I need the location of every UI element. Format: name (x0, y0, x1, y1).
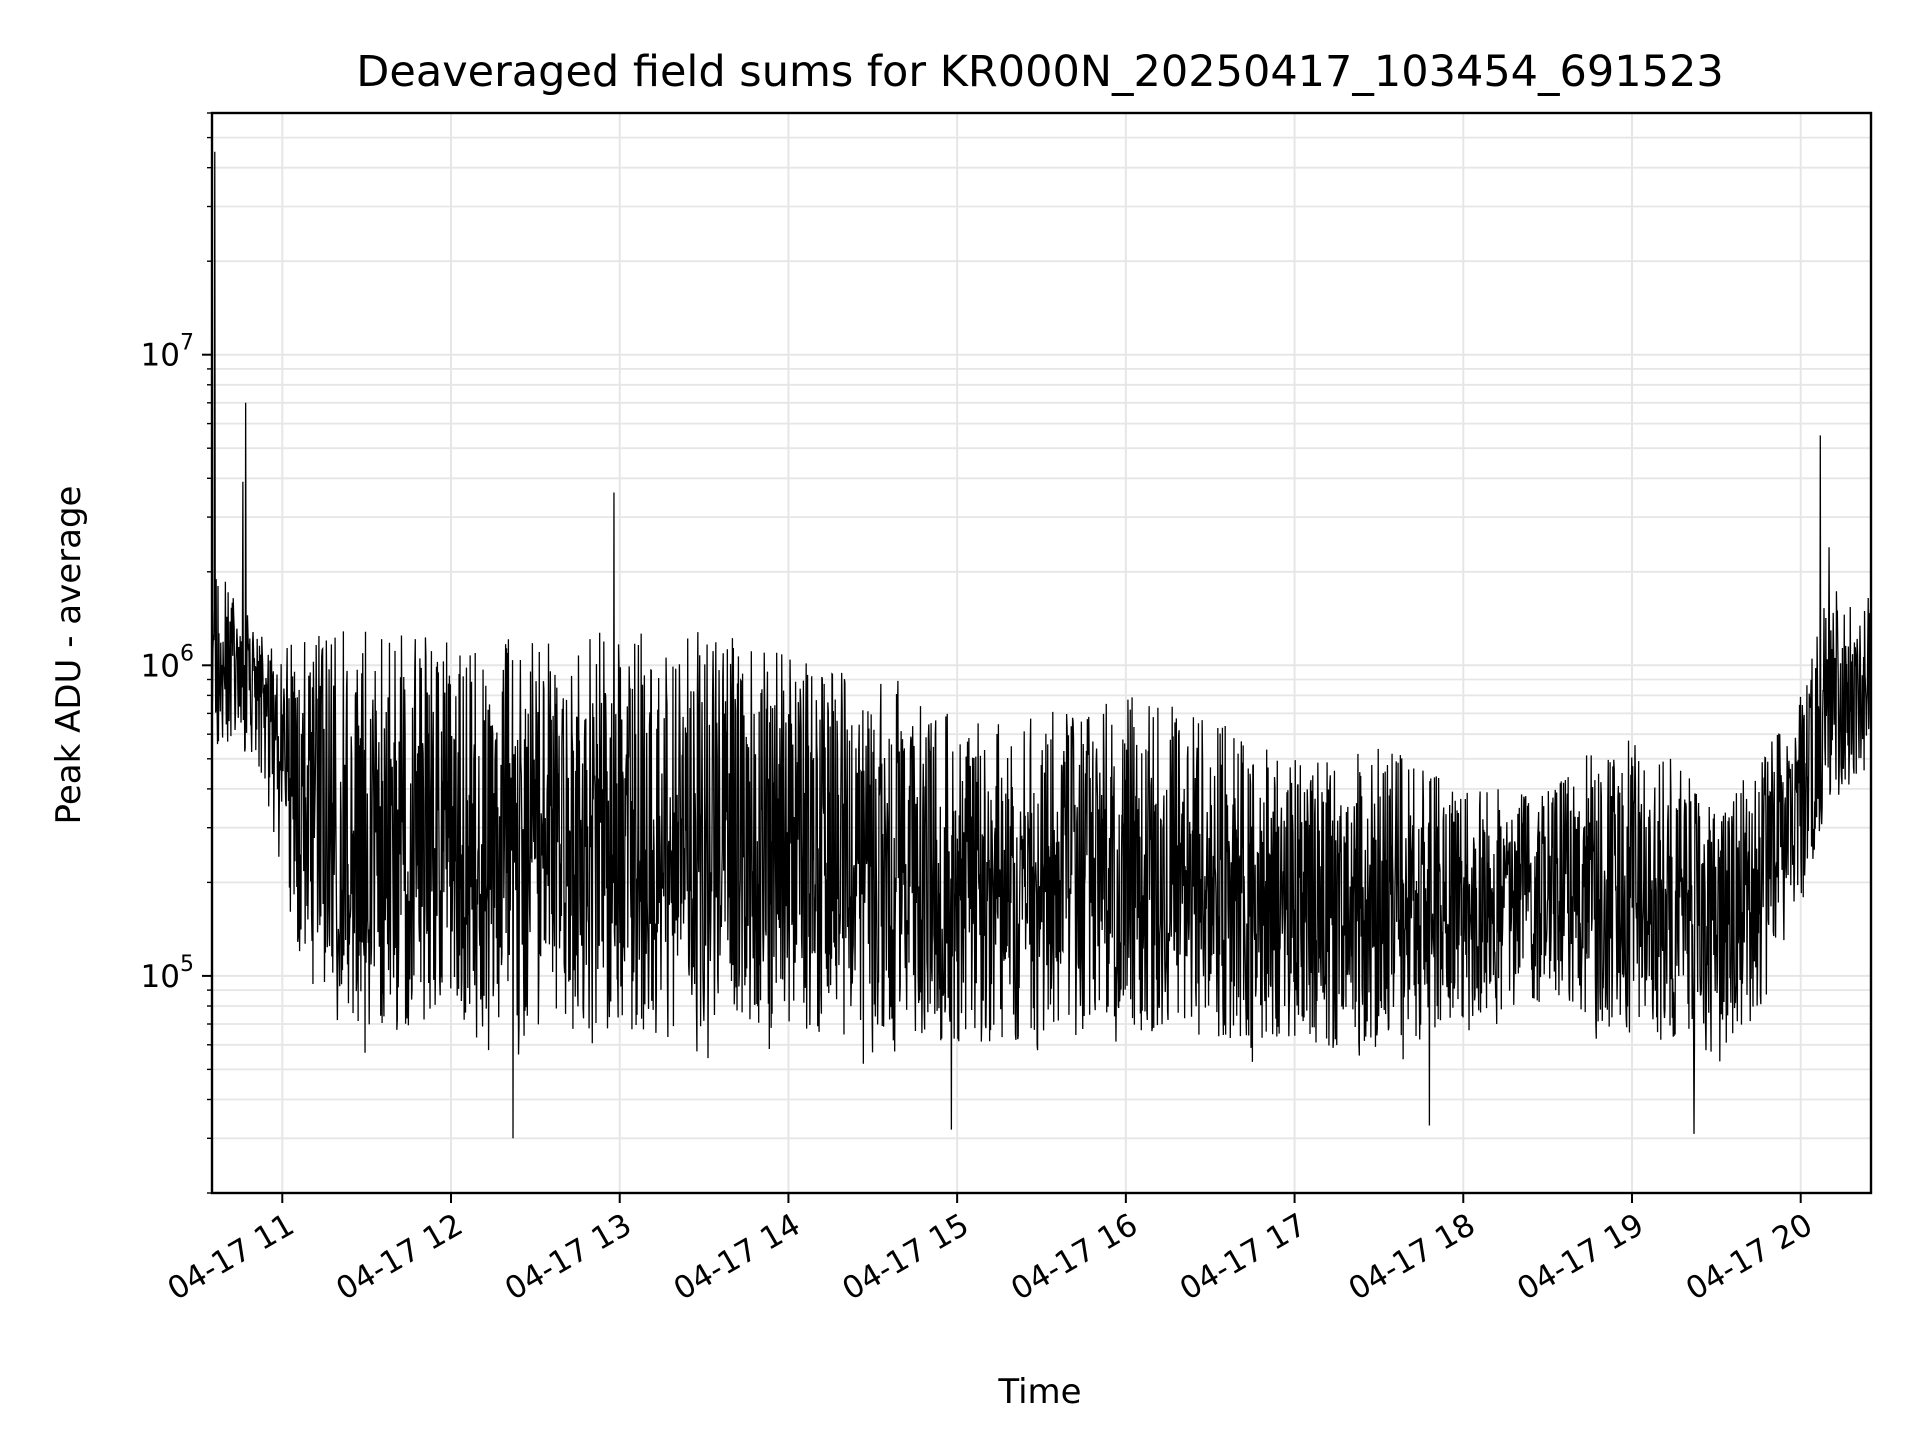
series-layer (211, 151, 1872, 1139)
y-tick-label: 106 (141, 641, 194, 684)
x-axis-label: Time (997, 1372, 1081, 1412)
plot-frame (210, 111, 1873, 1195)
y-tick-label: 107 (141, 331, 194, 374)
chart-title: Deaveraged field sums for KR000N_2025041… (356, 47, 1723, 97)
plot-area (212, 113, 1871, 1193)
series-line (211, 151, 1872, 1139)
y-axis-label: Peak ADU - average (49, 486, 89, 825)
y-tick-label: 105 (141, 952, 194, 995)
